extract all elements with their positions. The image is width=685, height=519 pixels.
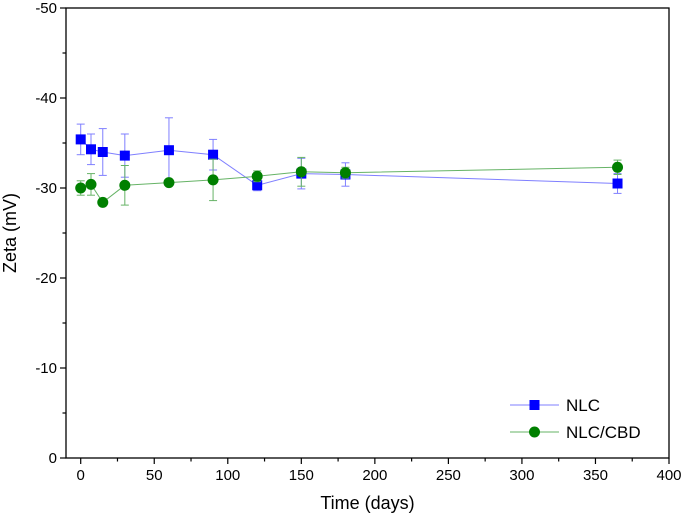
data-point bbox=[163, 177, 175, 189]
legend-nlc-cbd-marker bbox=[529, 426, 540, 438]
data-point bbox=[119, 179, 131, 191]
data-point bbox=[97, 196, 109, 208]
series-line bbox=[80, 166, 618, 204]
y-tick-label: -50 bbox=[35, 0, 57, 17]
data-point bbox=[75, 134, 86, 145]
data-point bbox=[97, 147, 108, 157]
series-line bbox=[80, 139, 618, 186]
x-tick-label: 200 bbox=[362, 467, 387, 484]
legend-nlc-label: NLC bbox=[566, 396, 600, 415]
y-tick-label: 0 bbox=[49, 450, 57, 467]
data-point bbox=[163, 145, 174, 156]
x-axis-title: Time (days) bbox=[320, 493, 414, 513]
x-tick-label: 250 bbox=[436, 467, 461, 484]
data-point bbox=[207, 174, 219, 186]
y-axis-title: Zeta (mV) bbox=[0, 193, 20, 273]
y-tick-label: -40 bbox=[35, 90, 57, 107]
data-point bbox=[75, 182, 87, 194]
x-tick-label: 150 bbox=[289, 467, 314, 484]
data-point bbox=[295, 166, 307, 178]
data-point bbox=[85, 178, 97, 190]
legend-nlc-cbd-label: NLC/CBD bbox=[566, 423, 641, 442]
legend-nlc-marker bbox=[529, 400, 540, 410]
y-tick-label: -10 bbox=[35, 360, 57, 377]
x-tick-label: 350 bbox=[583, 467, 608, 484]
data-point bbox=[252, 180, 263, 191]
x-tick-label: 300 bbox=[509, 467, 534, 484]
data-point bbox=[612, 161, 624, 173]
y-tick-label: -30 bbox=[35, 180, 57, 197]
x-tick-label: 0 bbox=[77, 467, 85, 484]
data-point bbox=[208, 149, 219, 160]
data-marks bbox=[75, 117, 624, 208]
data-point bbox=[251, 170, 263, 182]
axis-ticks: 0 50 100 150 200 250 300 350 400 0 -10 -20 -30 -40 -50 bbox=[35, 0, 681, 484]
data-point bbox=[119, 150, 130, 161]
data-point bbox=[612, 178, 623, 189]
y-tick-label: -20 bbox=[35, 270, 57, 287]
x-tick-label: 50 bbox=[146, 467, 163, 484]
x-tick-label: 400 bbox=[656, 467, 681, 484]
x-tick-label: 100 bbox=[215, 467, 240, 484]
legend: NLC NLC/CBD bbox=[510, 396, 641, 442]
series-nlc-cbd bbox=[75, 156, 624, 208]
data-point bbox=[86, 144, 97, 155]
data-point bbox=[339, 167, 351, 179]
